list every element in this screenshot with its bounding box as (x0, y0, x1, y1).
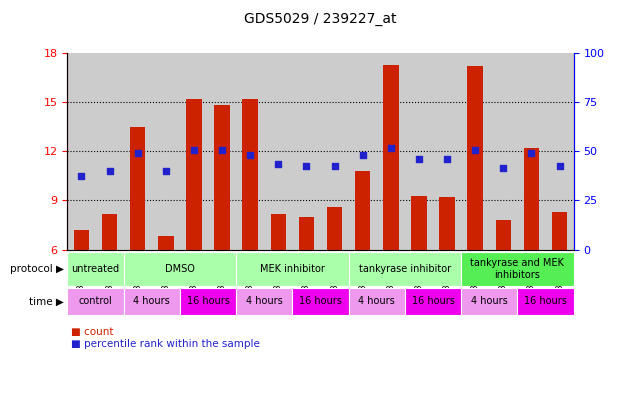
Text: tankyrase inhibitor: tankyrase inhibitor (359, 264, 451, 274)
Point (104, 168, 115, 174)
Bar (67, 53, 96, 250)
Bar (292, 288, 349, 315)
Bar (412, 195, 427, 250)
Bar (208, 53, 236, 250)
Text: 4 hours: 4 hours (471, 296, 508, 307)
Bar (102, 213, 117, 250)
Text: untreated: untreated (71, 264, 119, 274)
Point (301, 163, 312, 169)
Bar (180, 288, 236, 315)
Bar (214, 105, 229, 250)
Bar (96, 53, 124, 250)
Bar (74, 230, 89, 250)
Point (217, 147, 227, 153)
Bar (124, 53, 152, 250)
Bar (377, 53, 405, 250)
Bar (349, 252, 461, 286)
Bar (495, 220, 511, 250)
Bar (320, 53, 349, 250)
Bar (67, 252, 124, 286)
Bar (349, 53, 377, 250)
Point (329, 163, 340, 169)
Point (133, 150, 143, 156)
Bar (461, 288, 517, 315)
Point (498, 165, 508, 171)
Text: MEK inhibitor: MEK inhibitor (260, 264, 325, 274)
Text: control: control (79, 296, 112, 307)
Bar (552, 212, 567, 250)
Bar (439, 197, 455, 250)
Point (358, 151, 368, 158)
Bar (236, 288, 292, 315)
Text: tankyrase and MEK
inhibitors: tankyrase and MEK inhibitors (470, 258, 564, 279)
Bar (130, 127, 146, 250)
Bar (355, 171, 370, 250)
Bar (271, 213, 286, 250)
Text: DMSO: DMSO (165, 264, 195, 274)
Bar (349, 288, 405, 315)
Point (526, 150, 537, 156)
Bar (236, 252, 349, 286)
Text: 16 hours: 16 hours (412, 296, 454, 307)
Bar (467, 66, 483, 250)
Text: 4 hours: 4 hours (133, 296, 170, 307)
Text: ■ count: ■ count (71, 327, 113, 338)
Bar (292, 53, 320, 250)
Bar (158, 237, 174, 250)
Bar (524, 148, 539, 250)
Bar (180, 53, 208, 250)
Bar (461, 53, 489, 250)
Bar (236, 53, 264, 250)
Bar (545, 53, 574, 250)
Bar (67, 288, 124, 315)
Bar (299, 217, 314, 250)
Bar (186, 99, 202, 250)
Text: 4 hours: 4 hours (358, 296, 395, 307)
Point (414, 156, 424, 163)
Bar (242, 99, 258, 250)
Bar (383, 64, 399, 250)
Bar (433, 53, 461, 250)
Bar (152, 53, 180, 250)
Bar (124, 252, 236, 286)
Bar (405, 53, 433, 250)
Text: protocol ▶: protocol ▶ (10, 264, 64, 274)
Text: time ▶: time ▶ (29, 296, 64, 307)
Bar (517, 53, 545, 250)
Point (188, 147, 199, 153)
Point (442, 156, 453, 163)
Bar (489, 53, 517, 250)
Point (245, 151, 255, 158)
Text: 4 hours: 4 hours (246, 296, 283, 307)
Text: ■ percentile rank within the sample: ■ percentile rank within the sample (71, 339, 260, 349)
Bar (405, 288, 461, 315)
Text: 16 hours: 16 hours (187, 296, 229, 307)
Bar (517, 288, 574, 315)
Point (386, 145, 396, 151)
Bar (327, 207, 342, 250)
Text: 16 hours: 16 hours (524, 296, 567, 307)
Point (273, 161, 283, 167)
Bar (124, 288, 180, 315)
Bar (461, 252, 574, 286)
Point (470, 147, 480, 153)
Text: 16 hours: 16 hours (299, 296, 342, 307)
Point (554, 163, 565, 169)
Point (161, 168, 171, 174)
Text: GDS5029 / 239227_at: GDS5029 / 239227_at (244, 12, 397, 26)
Bar (264, 53, 292, 250)
Point (76, 173, 87, 179)
